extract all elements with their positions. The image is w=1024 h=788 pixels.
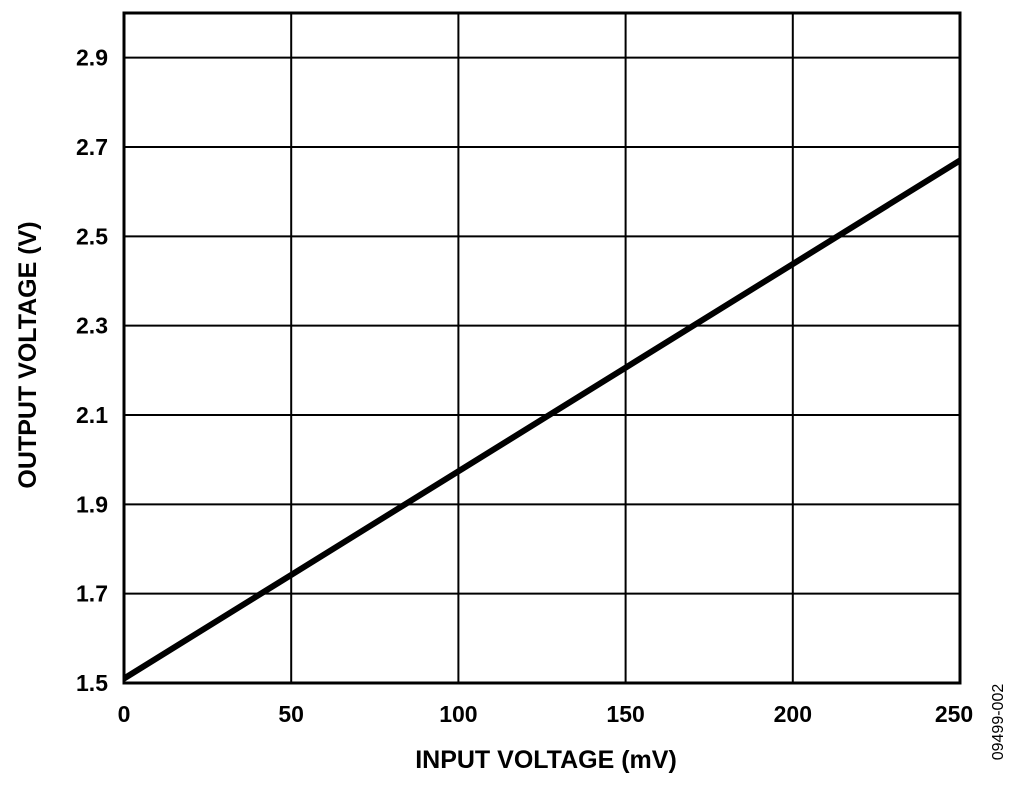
x-tick-label: 50 [278,701,304,727]
x-axis-title: INPUT VOLTAGE (mV) [415,746,677,774]
y-tick-label: 1.9 [76,491,108,517]
y-tick-label: 2.7 [76,134,108,160]
y-tick-label: 2.5 [76,223,108,249]
y-axis-title: OUTPUT VOLTAGE (V) [14,221,42,488]
plot-frame [122,11,962,685]
grid-lines [124,13,960,683]
y-tick-label: 2.9 [76,45,108,71]
x-tick-label: 100 [439,701,477,727]
x-tick-label: 0 [118,701,131,727]
x-tick-label: 200 [774,701,812,727]
y-tick-label: 2.3 [76,313,108,339]
y-tick-label: 1.5 [76,670,108,696]
y-tick-label: 2.1 [76,402,108,428]
x-tick-labels: 0 50 100 150 200 250 [118,701,974,727]
series-layer [122,157,962,682]
y-tick-label: 1.7 [76,581,108,607]
series-line-0 [122,157,962,682]
x-tick-label: 250 [935,701,973,727]
y-tick-labels: 1.5 1.7 1.9 2.1 2.3 2.5 2.7 2.9 [76,45,108,696]
figure-id-label: 09499-002 [990,684,1007,761]
x-tick-label: 150 [606,701,644,727]
